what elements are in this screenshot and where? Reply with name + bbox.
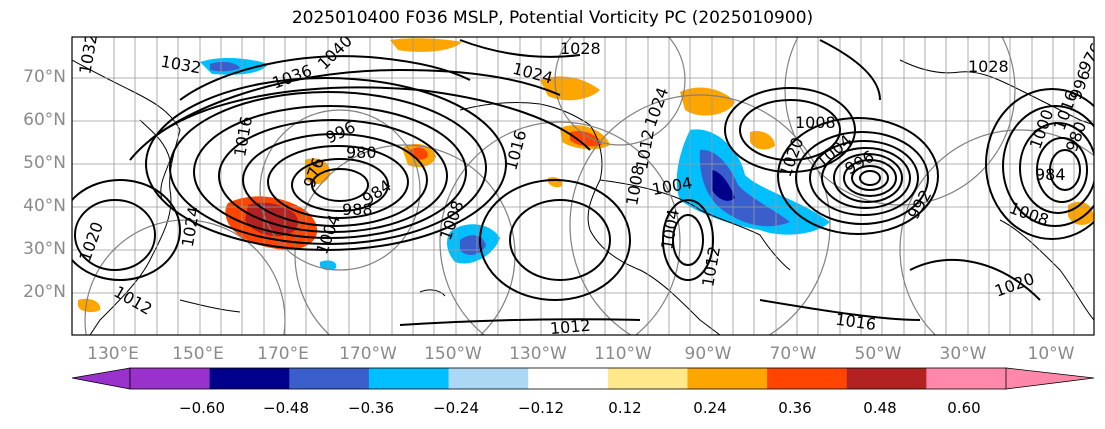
colorbar-extend-right: [1005, 367, 1095, 390]
colorbar-bin: [846, 368, 927, 389]
lon-label: 150°E: [172, 344, 224, 364]
colorbar-tick-label: −0.48: [263, 399, 309, 417]
colorbar-bin: [368, 368, 450, 389]
lon-label: 130°E: [87, 344, 139, 364]
colorbar-tick-label: 0.48: [863, 399, 897, 417]
lat-label: 70°N: [23, 67, 66, 87]
colorbar-tick-label: −0.24: [433, 399, 479, 417]
colorbar-bin: [209, 368, 290, 389]
map-frame: [71, 36, 1095, 336]
colorbar-bin: [289, 368, 370, 389]
colorbar-tick-label: 0.12: [608, 399, 642, 417]
colorbar-tick-label: 0.24: [693, 399, 727, 417]
colorbar-tick-label: −0.36: [348, 399, 394, 417]
map-title: 2025010400 F036 MSLP, Potential Vorticit…: [291, 8, 814, 28]
lon-label: 110°W: [594, 344, 652, 364]
colorbar-extend-left: [71, 367, 131, 390]
colorbar-bin: [130, 368, 211, 389]
lon-label: 90°W: [684, 344, 732, 364]
colorbar-bin: [528, 368, 609, 389]
lon-label: 130°W: [509, 344, 567, 364]
mslp-contours: [72, 39, 1094, 326]
colorbar-tick-label: 0.36: [778, 399, 812, 417]
colorbar-tick-label: −0.12: [518, 399, 564, 417]
colorbar-tick-label: −0.60: [179, 399, 225, 417]
colorbar-bin: [767, 368, 848, 389]
lat-label: 20°N: [23, 282, 66, 302]
lat-label: 50°N: [23, 153, 66, 173]
contour-label: 1028: [560, 39, 601, 58]
lat-label: 40°N: [23, 196, 66, 216]
contour-label: 988: [342, 200, 373, 219]
colorbar-bin: [687, 368, 768, 389]
lon-label: 170°W: [339, 344, 397, 364]
lon-label: 170°E: [257, 344, 309, 364]
colorbar-tick-label: 0.60: [947, 399, 981, 417]
contour-label: 1008: [795, 113, 836, 132]
lon-label: 10°W: [1027, 344, 1075, 364]
contour-label: 984: [1035, 165, 1066, 184]
lon-label: 30°W: [939, 344, 987, 364]
colorbar-bin: [926, 368, 1007, 389]
contour-label: 1028: [968, 57, 1009, 76]
lon-label: 70°W: [769, 344, 817, 364]
colorbar-bin: [607, 368, 688, 389]
contour-label: 1012: [549, 316, 591, 338]
colorbar-frame: [129, 367, 1007, 390]
lat-label: 30°N: [23, 239, 66, 259]
colorbar: [71, 367, 1095, 390]
lon-label: 150°W: [424, 344, 482, 364]
colorbar-bin: [448, 368, 529, 389]
contour-label: 980: [346, 143, 377, 162]
lon-label: 50°W: [854, 344, 902, 364]
lat-label: 60°N: [23, 110, 66, 130]
